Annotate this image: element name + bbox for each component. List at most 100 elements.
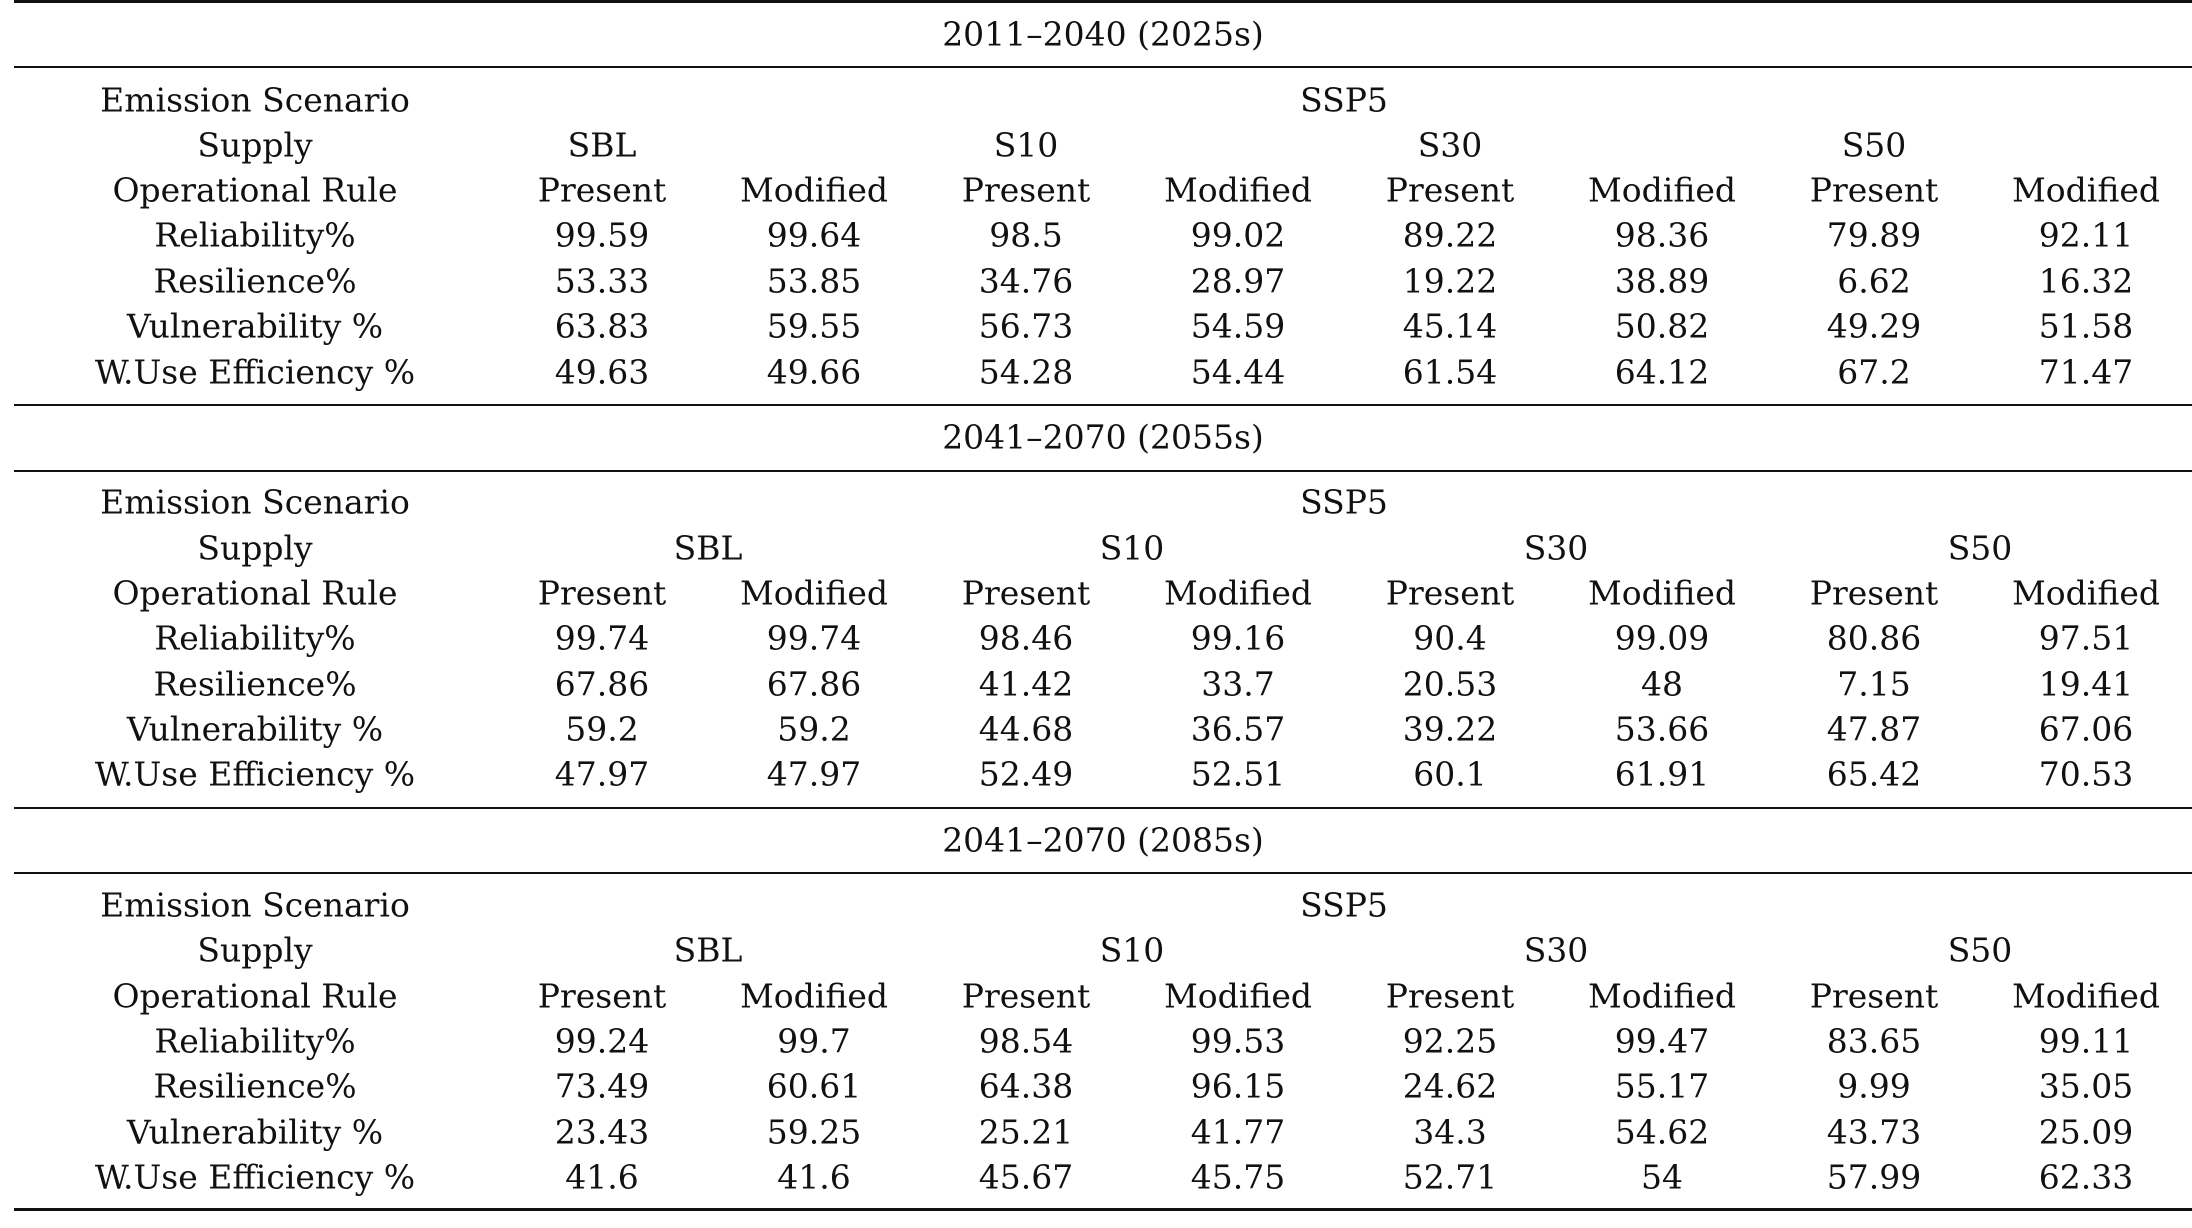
supply-header: SBL (673, 528, 743, 568)
emission-scenario-label: Emission Scenario (100, 482, 410, 522)
table-cell: 19.22 (1402, 261, 1498, 301)
table-rule (14, 470, 2192, 472)
supply-header: S50 (1947, 528, 2013, 568)
table-cell: 44.68 (978, 709, 1074, 749)
row-label: Vulnerability % (126, 1112, 384, 1152)
supply-header: SBL (673, 930, 743, 970)
table-cell: 99.09 (1614, 618, 1710, 658)
operational-rule-header: Modified (1163, 573, 1313, 613)
supply-label: Supply (197, 930, 313, 970)
row-label: W.Use Efficiency % (94, 352, 416, 392)
table-cell: 25.21 (978, 1112, 1074, 1152)
row-label: W.Use Efficiency % (94, 754, 416, 794)
operational-rule-header: Modified (1163, 976, 1313, 1016)
emission-scenario-value: SSP5 (1300, 80, 1388, 120)
row-label: Resilience% (153, 261, 357, 301)
table-cell: 54.44 (1190, 352, 1286, 392)
table-cell: 59.2 (777, 709, 851, 749)
supply-label: Supply (197, 528, 313, 568)
table-cell: 19.41 (2038, 664, 2134, 704)
table-cell: 28.97 (1190, 261, 1286, 301)
table-cell: 41.6 (565, 1157, 639, 1197)
supply-header: SBL (567, 125, 637, 165)
table-cell: 34.76 (978, 261, 1074, 301)
table-cell: 20.53 (1402, 664, 1498, 704)
supply-header: S50 (1947, 930, 2013, 970)
table-cell: 36.57 (1190, 709, 1286, 749)
table-rule (14, 807, 2192, 809)
emission-scenario-label: Emission Scenario (100, 80, 410, 120)
table-cell: 67.86 (766, 664, 862, 704)
period-heading: 2041–2070 (2055s) (942, 417, 1264, 457)
table-cell: 71.47 (2038, 352, 2134, 392)
table-cell: 62.33 (2038, 1157, 2134, 1197)
emission-scenario-value: SSP5 (1300, 482, 1388, 522)
table-cell: 67.06 (2038, 709, 2134, 749)
table-cell: 57.99 (1826, 1157, 1922, 1197)
operational-rule-header: Modified (2011, 573, 2161, 613)
table-cell: 99.11 (2038, 1021, 2134, 1061)
table-cell: 64.12 (1614, 352, 1710, 392)
table-cell: 59.2 (565, 709, 639, 749)
table-cell: 99.7 (777, 1021, 851, 1061)
operational-rule-header: Present (1385, 573, 1515, 613)
supply-header: S50 (1841, 125, 1907, 165)
operational-rule-header: Modified (1587, 573, 1737, 613)
table-cell: 55.17 (1614, 1066, 1710, 1106)
table-cell: 47.87 (1826, 709, 1922, 749)
table-cell: 6.62 (1837, 261, 1911, 301)
table-cell: 99.47 (1614, 1021, 1710, 1061)
table-cell: 97.51 (2038, 618, 2134, 658)
table-cell: 7.15 (1837, 664, 1911, 704)
table-rule (14, 872, 2192, 874)
table-cell: 56.73 (978, 306, 1074, 346)
table-cell: 53.85 (766, 261, 862, 301)
table-cell: 99.24 (554, 1021, 650, 1061)
table-cell: 64.38 (978, 1066, 1074, 1106)
supply-header: S30 (1523, 528, 1589, 568)
supply-header: S30 (1417, 125, 1483, 165)
period-heading: 2011–2040 (2025s) (942, 14, 1264, 54)
table-rule (14, 1208, 2192, 1211)
operational-rule-header: Present (1385, 976, 1515, 1016)
operational-rule-header: Present (1385, 170, 1515, 210)
table-cell: 34.3 (1413, 1112, 1487, 1152)
row-label: Vulnerability % (126, 306, 384, 346)
supply-label: Supply (197, 125, 313, 165)
table-cell: 54 (1641, 1157, 1683, 1197)
supply-header: S10 (1099, 930, 1165, 970)
table-cell: 61.91 (1614, 754, 1710, 794)
row-label: Reliability% (154, 618, 356, 658)
operational-rule-header: Present (1809, 170, 1939, 210)
table-cell: 92.11 (2038, 215, 2134, 255)
operational-rule-header: Present (961, 976, 1091, 1016)
supply-header: S10 (993, 125, 1059, 165)
table-cell: 47.97 (554, 754, 650, 794)
operational-rule-header: Present (1809, 976, 1939, 1016)
table-cell: 25.09 (2038, 1112, 2134, 1152)
table-cell: 41.42 (978, 664, 1074, 704)
table-cell: 99.74 (766, 618, 862, 658)
table-cell: 89.22 (1402, 215, 1498, 255)
table-cell: 67.2 (1837, 352, 1911, 392)
table-cell: 99.16 (1190, 618, 1286, 658)
operational-rule-header: Modified (739, 573, 889, 613)
table-cell: 45.14 (1402, 306, 1498, 346)
operational-rule-header: Modified (739, 976, 889, 1016)
table-cell: 67.86 (554, 664, 650, 704)
operational-rule-header: Present (537, 170, 667, 210)
table-cell: 52.49 (978, 754, 1074, 794)
table-cell: 99.53 (1190, 1021, 1286, 1061)
table-rule (14, 404, 2192, 406)
supply-header: S10 (1099, 528, 1165, 568)
table-cell: 59.55 (766, 306, 862, 346)
table-cell: 60.61 (766, 1066, 862, 1106)
table-cell: 52.71 (1402, 1157, 1498, 1197)
table-cell: 92.25 (1402, 1021, 1498, 1061)
table-cell: 35.05 (2038, 1066, 2134, 1106)
row-label: Reliability% (154, 1021, 356, 1061)
operational-rule-header: Modified (1587, 976, 1737, 1016)
table-cell: 23.43 (554, 1112, 650, 1152)
table-cell: 16.32 (2038, 261, 2134, 301)
